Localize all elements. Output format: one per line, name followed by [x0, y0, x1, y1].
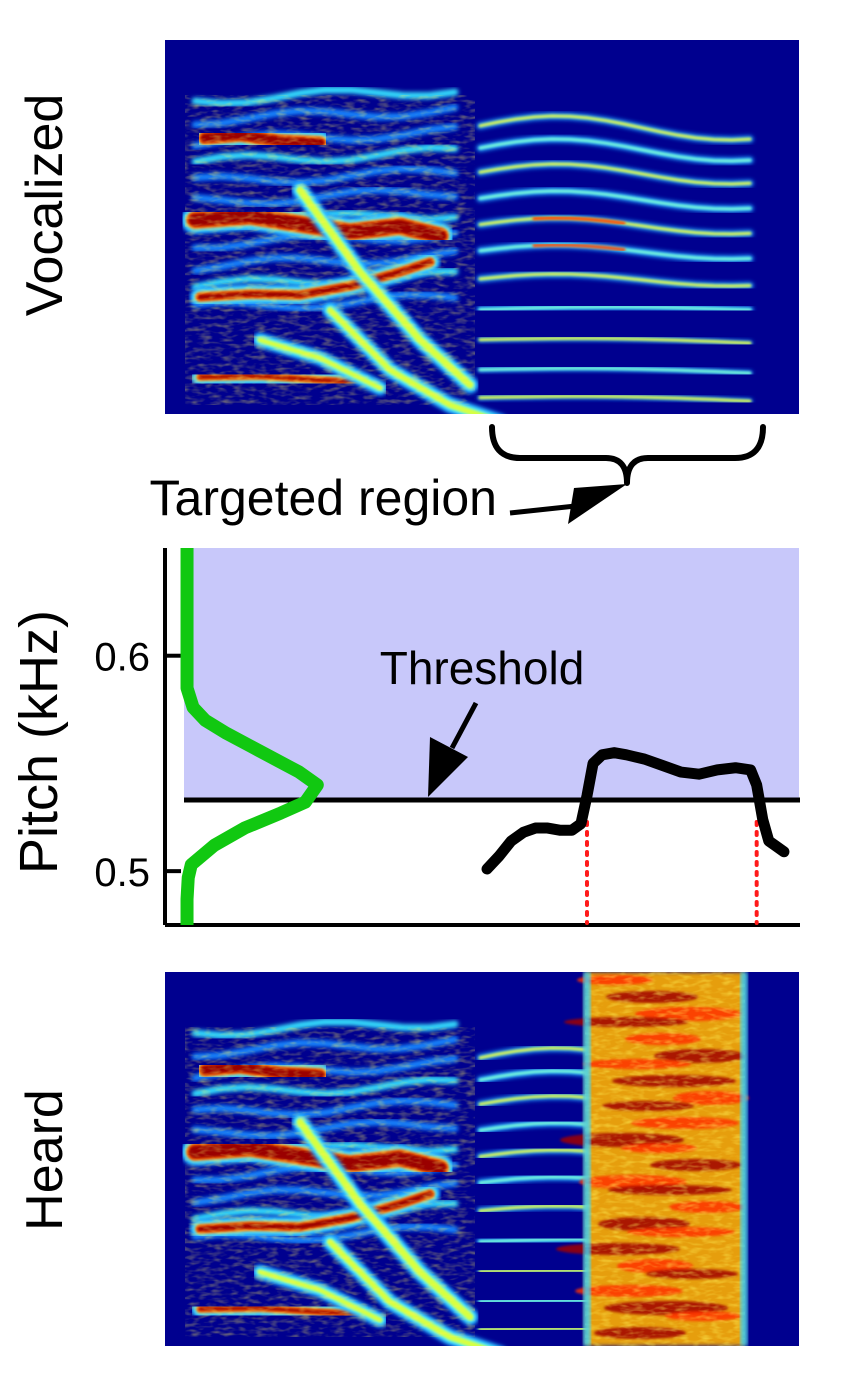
threshold-label: Threshold	[380, 642, 585, 694]
targeted-region-brace	[489, 424, 766, 486]
harmonic-band	[478, 1121, 590, 1132]
noise-edge	[583, 972, 591, 1346]
pitch-trace-line	[481, 747, 790, 875]
harmonic-band	[478, 366, 752, 375]
harmonic-band	[478, 137, 752, 163]
heard-spectrogram	[181, 972, 749, 1346]
y-tick-label: 0.6	[94, 636, 150, 680]
harmonic-band	[478, 1326, 590, 1332]
targeted-region-arrowhead	[568, 484, 627, 524]
harmonic-band	[478, 1069, 590, 1082]
harmonic-band	[478, 1148, 590, 1159]
harmonic-band	[478, 1237, 590, 1244]
heard-label: Heard	[16, 1089, 74, 1231]
harmonic-band	[478, 394, 752, 403]
harmonic-band	[478, 336, 752, 345]
noise-edge	[740, 972, 748, 1346]
vocalized-panel: Vocalized	[16, 40, 799, 414]
targeted-region-annotation: Targeted region	[150, 424, 766, 526]
pitch-marks	[180, 548, 790, 925]
harmonic-band	[478, 1046, 590, 1060]
vocalized-label: Vocalized	[16, 94, 74, 317]
y-axis-label: Pitch (kHz)	[9, 610, 69, 874]
vocalized-spectrogram	[181, 86, 754, 414]
spectral-texture	[185, 1027, 475, 1337]
harmonic-band	[478, 272, 752, 288]
y-ticks: 0.5 0.6	[94, 636, 181, 895]
threshold-arrow-shaft	[449, 701, 479, 750]
harmonic-band	[532, 216, 626, 225]
pitch-panel: 0.5 0.6 Pitch (kHz) Threshold	[9, 548, 800, 927]
harmonic-band	[478, 1298, 590, 1304]
harmonic-band	[478, 305, 752, 312]
y-tick-label: 0.5	[94, 851, 150, 895]
harmonic-band	[478, 1175, 590, 1185]
targeted-region-label: Targeted region	[150, 470, 497, 526]
harmonic-band	[478, 1268, 590, 1274]
spectral-texture	[185, 95, 475, 405]
harmonic-band	[478, 114, 752, 142]
harmonic-band	[478, 1204, 590, 1213]
harmonic-band	[478, 189, 752, 211]
harmonic-band	[478, 1094, 590, 1106]
harmonic-band	[532, 243, 626, 252]
pitch-distribution-curve	[180, 548, 324, 925]
threshold-arrowhead	[428, 737, 468, 797]
noise-texture	[585, 972, 745, 1346]
heard-panel: Heard	[16, 972, 799, 1346]
harmonic-band	[478, 162, 752, 186]
